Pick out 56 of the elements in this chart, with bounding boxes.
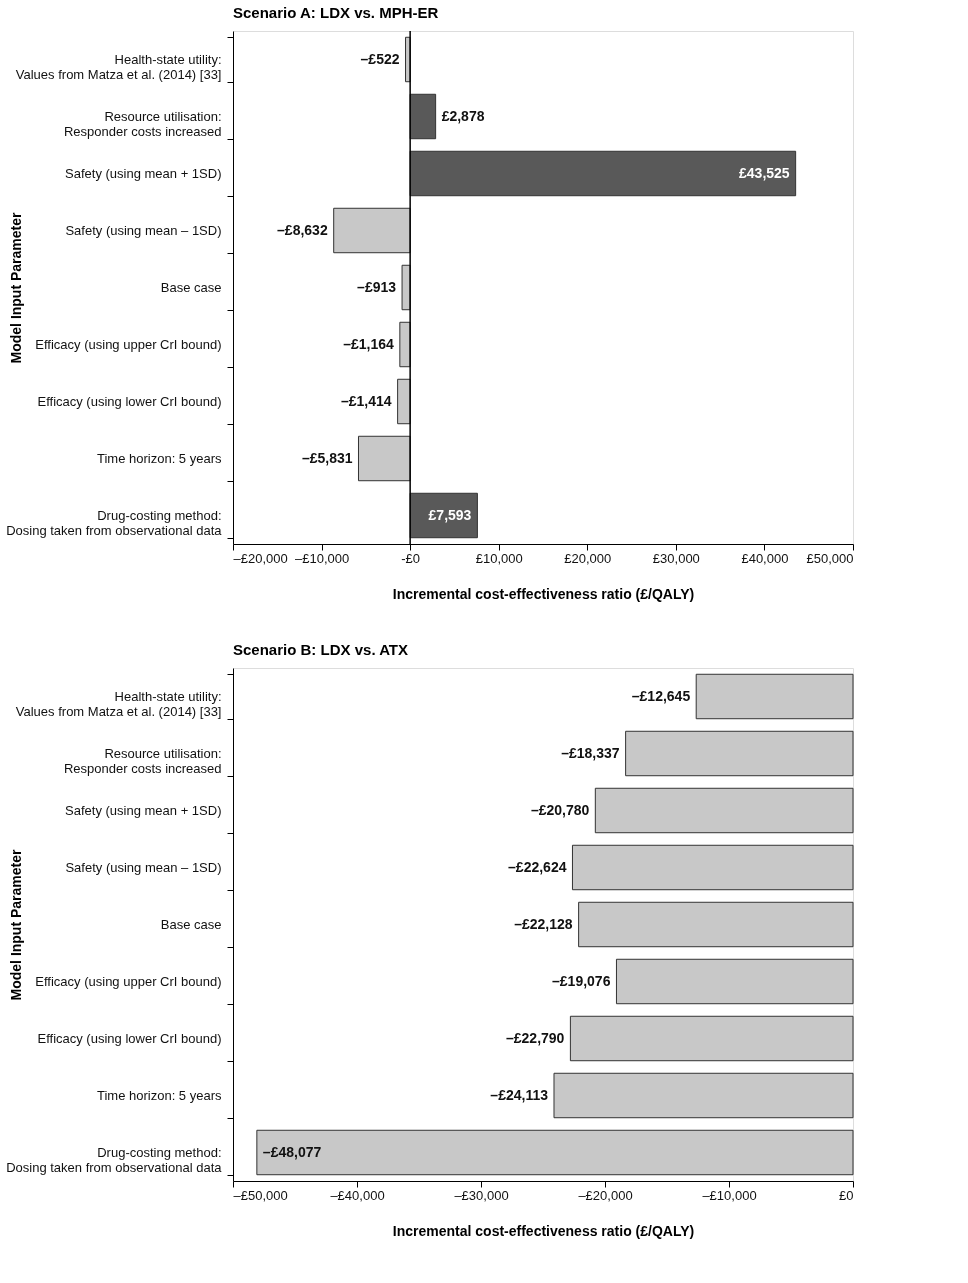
- data-label: –£22,790: [506, 1029, 565, 1046]
- y-tick-label: Safety (using mean – 1SD): [65, 860, 222, 875]
- y-tick-label: Time horizon: 5 years: [96, 1088, 222, 1103]
- y-tick-label: Safety (using mean + 1SD): [65, 803, 222, 818]
- y-axis-title: Model Input Parameter: [7, 848, 24, 1001]
- y-tick-label: Drug-costing method: Dosing taken from observational data: [6, 508, 223, 538]
- y-tick-label: Safety (using mean + 1SD): [65, 166, 222, 181]
- y-tick-label: Resource utilisation: Responder costs increased: [63, 109, 222, 139]
- data-label: –£5,831: [301, 449, 353, 466]
- x-tick-label: £0: [839, 1187, 854, 1203]
- data-label: £43,525: [739, 164, 790, 181]
- data-label: –£24,113: [490, 1086, 549, 1103]
- x-axis-title: Incremental cost-effectiveness ratio (£/QALY): [392, 1222, 695, 1239]
- y-tick-label: Efficacy (using lower CrI bound): [37, 1031, 222, 1046]
- y-tick-label: Health-state utility: Values from Matza et al. (2014) [33]: [15, 52, 222, 82]
- x-tick-label: –£20,000: [578, 1187, 633, 1203]
- data-label: –£1,414: [341, 392, 392, 409]
- chart-title: Scenario A: LDX vs. MPH-ER: [233, 4, 439, 21]
- x-tick-label: £20,000: [564, 550, 612, 566]
- data-label: –£522: [360, 50, 400, 67]
- y-tick-label: Efficacy (using upper CrI bound): [35, 974, 222, 989]
- data-label: –£22,128: [514, 915, 573, 932]
- data-label: £2,878: [441, 107, 485, 124]
- data-label: –£1,164: [343, 335, 395, 352]
- data-label: –£8,632: [277, 221, 328, 238]
- x-tick-label: £30,000: [652, 550, 700, 566]
- x-tick-label: –£10,000: [294, 550, 350, 566]
- y-tick-label: Health-state utility: Values from Matza et al. (2014) [33]: [15, 689, 222, 719]
- y-tick-label: Base case: [160, 280, 222, 295]
- y-tick-label: Efficacy (using lower CrI bound): [37, 394, 222, 409]
- x-axis-title: Incremental cost-effectiveness ratio (£/QALY): [392, 585, 695, 602]
- chart-title: Scenario B: LDX vs. ATX: [233, 641, 409, 658]
- y-tick-label: Efficacy (using upper CrI bound): [35, 337, 222, 352]
- data-label: –£20,780: [530, 801, 590, 818]
- data-label: –£48,077: [262, 1143, 322, 1160]
- y-axis-title: Model Input Parameter: [7, 211, 24, 364]
- x-tick-label: -£0: [401, 550, 421, 566]
- x-tick-label: –£30,000: [454, 1187, 509, 1203]
- y-tick-label: Resource utilisation: Responder costs increased: [63, 746, 222, 776]
- data-label: –£12,645: [631, 687, 691, 704]
- y-tick-label: Safety (using mean – 1SD): [65, 223, 222, 238]
- data-label: –£19,076: [552, 972, 611, 989]
- x-tick-label: –£20,000: [233, 550, 288, 566]
- x-tick-label: £50,000: [806, 550, 854, 566]
- data-label: –£18,337: [561, 744, 620, 761]
- y-tick-label: Time horizon: 5 years: [96, 451, 222, 466]
- x-tick-label: –£10,000: [702, 1187, 757, 1203]
- y-tick-label: Base case: [160, 917, 222, 932]
- data-label: –£22,624: [508, 858, 567, 875]
- y-tick-label: Drug-costing method: Dosing taken from observational data: [6, 1145, 223, 1175]
- data-label: £7,593: [428, 506, 472, 523]
- x-tick-label: –£40,000: [330, 1187, 385, 1203]
- x-tick-label: –£50,000: [233, 1187, 288, 1203]
- data-label: –£913: [357, 278, 397, 295]
- x-tick-label: £40,000: [741, 550, 789, 566]
- x-tick-label: £10,000: [475, 550, 523, 566]
